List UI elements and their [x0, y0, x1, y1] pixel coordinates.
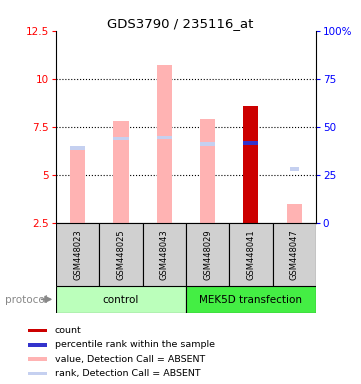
Text: control: control [103, 295, 139, 305]
Bar [243, 106, 258, 223]
Bar [113, 121, 129, 223]
Bar [290, 167, 299, 170]
Text: GSM448025: GSM448025 [117, 229, 125, 280]
Text: GSM448043: GSM448043 [160, 229, 169, 280]
Text: GSM448023: GSM448023 [73, 229, 82, 280]
Text: GSM448047: GSM448047 [290, 229, 299, 280]
Bar [99, 223, 143, 286]
Bar [70, 146, 85, 149]
Bar [229, 223, 273, 286]
Bar [186, 286, 316, 313]
Bar [157, 65, 172, 223]
Bar [56, 286, 186, 313]
Bar [287, 204, 302, 223]
Bar [28, 329, 47, 332]
Text: value, Detection Call = ABSENT: value, Detection Call = ABSENT [55, 355, 205, 364]
Bar [243, 141, 258, 145]
Bar [157, 136, 172, 139]
Bar [28, 372, 47, 375]
Text: protocol: protocol [5, 295, 48, 305]
Bar [273, 223, 316, 286]
Bar [113, 137, 129, 140]
Bar [56, 223, 99, 286]
Bar [70, 146, 85, 223]
Text: count: count [55, 326, 82, 335]
Text: rank, Detection Call = ABSENT: rank, Detection Call = ABSENT [55, 369, 200, 378]
Bar [186, 223, 229, 286]
Bar [28, 343, 47, 347]
Text: GSM448041: GSM448041 [247, 229, 255, 280]
Bar [200, 142, 215, 146]
Bar [143, 223, 186, 286]
Text: GDS3790 / 235116_at: GDS3790 / 235116_at [107, 17, 254, 30]
Bar [28, 358, 47, 361]
Bar [200, 119, 215, 223]
Text: percentile rank within the sample: percentile rank within the sample [55, 340, 215, 349]
Text: MEK5D transfection: MEK5D transfection [199, 295, 303, 305]
Text: GSM448029: GSM448029 [203, 229, 212, 280]
